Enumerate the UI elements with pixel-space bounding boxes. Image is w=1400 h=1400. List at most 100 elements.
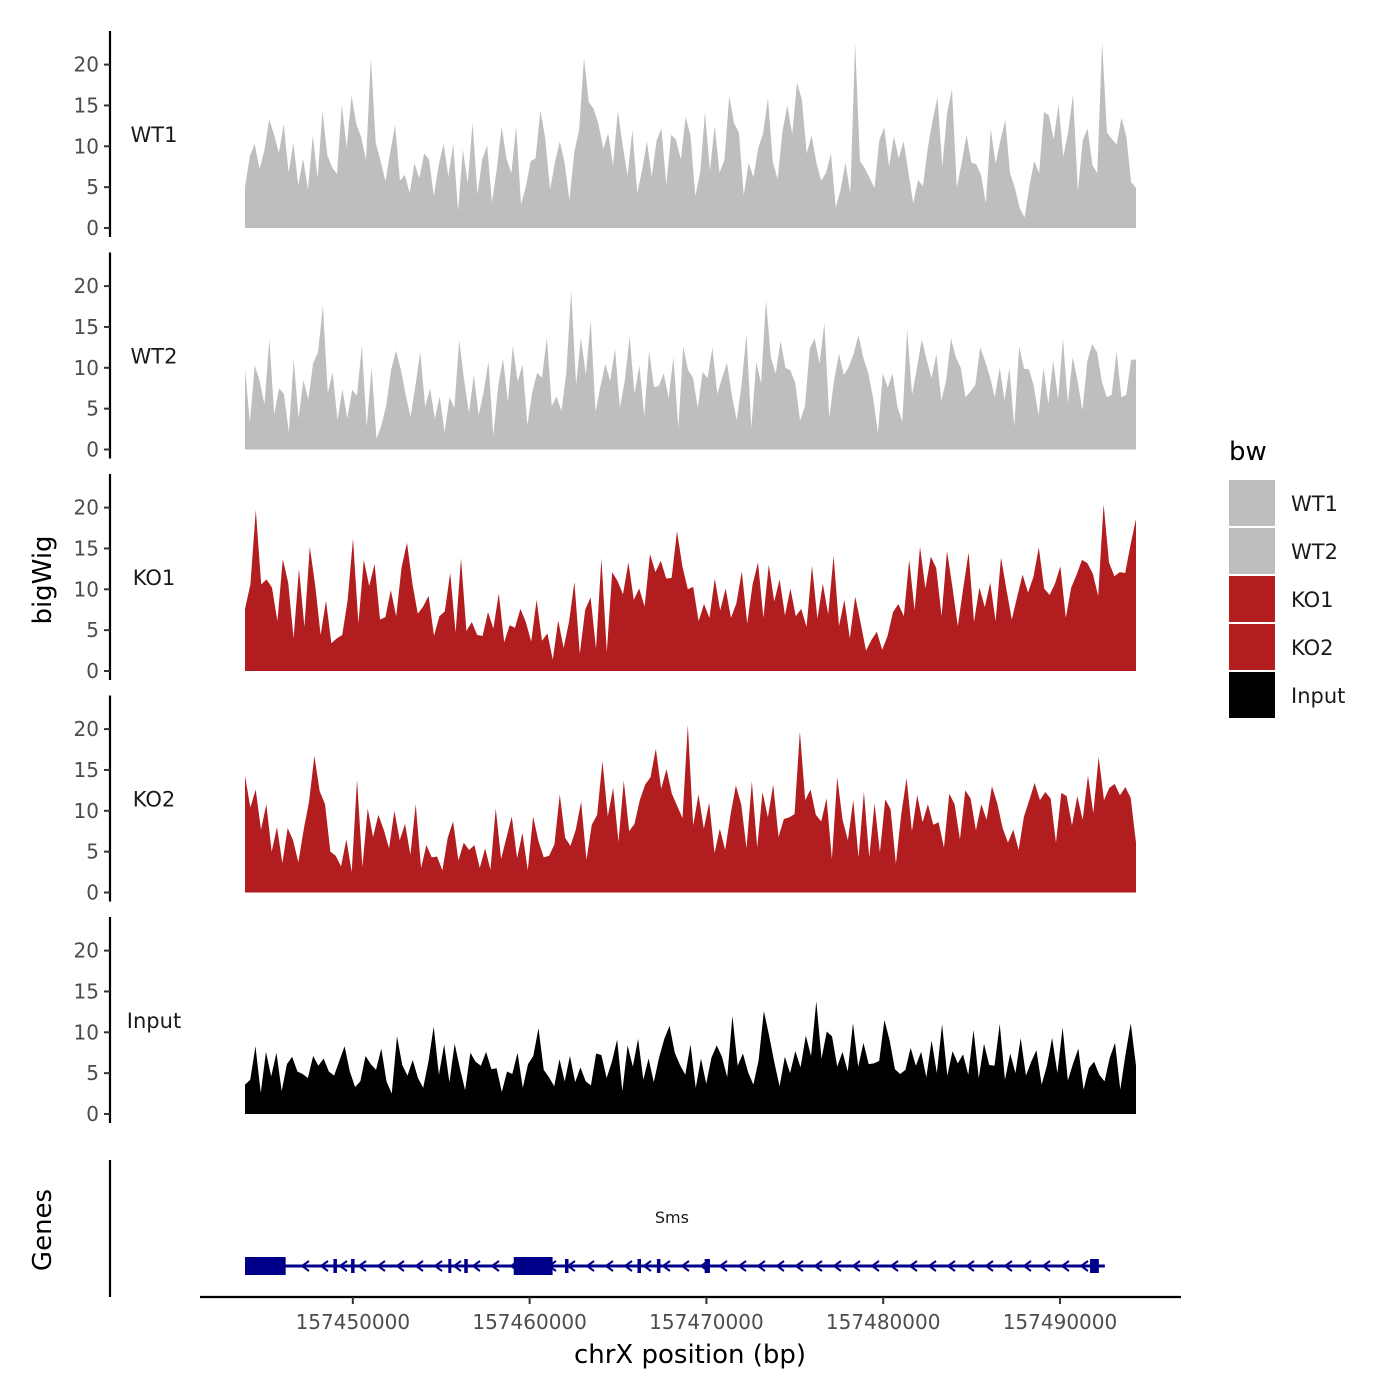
- legend-key-ko2: [1229, 624, 1275, 670]
- strand-arrow: [1079, 1260, 1089, 1272]
- coverage-tracks: 0 5 10 15 20 WT1 0 5 10 15 20 WT2 0 5 10 15 20 KO1 0 5 10 15 2…: [74, 31, 1136, 1126]
- y-tick-label: 15: [74, 536, 99, 560]
- strand-arrow: [1022, 1260, 1032, 1272]
- strand-arrow: [775, 1260, 785, 1272]
- y-tick-label: 20: [74, 717, 99, 741]
- y-tick-label: 5: [86, 1061, 99, 1085]
- strand-arrow: [1041, 1260, 1051, 1272]
- y-tick-label: 5: [86, 840, 99, 864]
- area-ko2: [245, 725, 1136, 893]
- strand-arrow: [471, 1260, 481, 1272]
- strand-arrow: [319, 1260, 329, 1272]
- strand-arrow: [300, 1260, 310, 1272]
- legend: bw WT1 WT2 KO1 KO2 Input: [1229, 437, 1345, 718]
- strand-arrow: [908, 1260, 918, 1272]
- strand-arrow: [357, 1260, 367, 1272]
- y-tick-label: 0: [86, 216, 99, 240]
- legend-title: bw: [1229, 437, 1267, 467]
- x-tick-label: 157490000: [1003, 1310, 1118, 1334]
- genes-panel: Sms: [108, 1160, 1105, 1297]
- strand-arrow: [1060, 1260, 1070, 1272]
- y-tick-label: 15: [74, 93, 99, 117]
- y-tick-label: 10: [74, 134, 99, 158]
- x-axis: 157450000 157460000 157470000 157480000 1574…: [200, 1295, 1181, 1334]
- gene-exon: [333, 1259, 337, 1273]
- gene-exon: [464, 1259, 468, 1273]
- strand-arrow: [490, 1260, 500, 1272]
- legend-label-ko2: KO2: [1291, 636, 1334, 660]
- y-tick-label: 5: [86, 618, 99, 642]
- strand-arrow: [395, 1260, 405, 1272]
- track-input: 0 5 10 15 20 Input: [74, 917, 1136, 1126]
- strand-arrow: [433, 1260, 443, 1272]
- legend-label-input: Input: [1291, 684, 1345, 708]
- strand-arrow: [889, 1260, 899, 1272]
- area-input: [245, 1001, 1136, 1114]
- y-tick-label: 10: [74, 1020, 99, 1044]
- strand-arrow: [813, 1260, 823, 1272]
- y-tick-label: 10: [74, 577, 99, 601]
- y-tick-label: 15: [74, 315, 99, 339]
- track-label-input: Input: [127, 1009, 181, 1033]
- x-axis-title: chrX position (bp): [574, 1340, 806, 1370]
- strand-arrow: [794, 1260, 804, 1272]
- gene-name-label: Sms: [655, 1208, 689, 1227]
- strand-arrow: [642, 1260, 652, 1272]
- strand-arrow: [718, 1260, 728, 1272]
- strand-arrow: [965, 1260, 975, 1272]
- y-tick-label: 0: [86, 438, 99, 462]
- gene-exon: [1090, 1259, 1099, 1273]
- strand-arrow: [338, 1260, 348, 1272]
- legend-key-wt2: [1229, 528, 1275, 574]
- y-tick-label: 0: [86, 1102, 99, 1126]
- y-tick-label: 10: [74, 356, 99, 380]
- strand-arrow: [870, 1260, 880, 1272]
- track-label-wt2: WT2: [131, 345, 178, 369]
- gene-exon: [564, 1259, 569, 1273]
- strand-arrow: [851, 1260, 861, 1272]
- y-tick-label: 0: [86, 881, 99, 905]
- strand-arrow: [756, 1260, 766, 1272]
- y-tick-label: 0: [86, 659, 99, 683]
- gene-exon: [637, 1259, 641, 1273]
- strand-arrow: [585, 1260, 595, 1272]
- legend-key-input: [1229, 672, 1275, 718]
- strand-arrow: [623, 1260, 633, 1272]
- y-tick-label: 5: [86, 175, 99, 199]
- x-tick-label: 157470000: [649, 1310, 764, 1334]
- strand-arrow: [604, 1260, 614, 1272]
- strand-arrow: [946, 1260, 956, 1272]
- y-tick-label: 20: [74, 939, 99, 963]
- strand-arrow: [414, 1260, 424, 1272]
- y-tick-label: 20: [74, 496, 99, 520]
- area-wt1: [245, 41, 1136, 228]
- x-tick-label: 157450000: [296, 1310, 411, 1334]
- genes-axis-title: Genes: [28, 1189, 58, 1271]
- legend-label-wt1: WT1: [1291, 492, 1338, 516]
- strand-arrow: [1003, 1260, 1013, 1272]
- strand-arrow: [984, 1260, 994, 1272]
- area-wt2: [245, 290, 1136, 450]
- gene-exon: [704, 1259, 710, 1273]
- track-wt1: 0 5 10 15 20 WT1: [74, 31, 1136, 240]
- track-label-ko1: KO1: [133, 566, 176, 590]
- gene-exon: [656, 1259, 661, 1273]
- strand-arrow: [452, 1260, 462, 1272]
- legend-key-wt1: [1229, 480, 1275, 526]
- x-tick-label: 157460000: [472, 1310, 587, 1334]
- x-tick-label: 157480000: [826, 1310, 941, 1334]
- y-tick-label: 20: [74, 274, 99, 298]
- y-tick-label: 15: [74, 979, 99, 1003]
- gene-exon: [513, 1257, 553, 1275]
- strand-arrow: [927, 1260, 937, 1272]
- track-wt2: 0 5 10 15 20 WT2: [74, 252, 1136, 462]
- area-ko1: [245, 504, 1136, 671]
- gene-exon: [245, 1257, 286, 1275]
- y-tick-label: 15: [74, 758, 99, 782]
- legend-label-ko1: KO1: [1291, 588, 1334, 612]
- y-tick-label: 20: [74, 53, 99, 77]
- y-tick-label: 10: [74, 799, 99, 823]
- strand-arrow: [376, 1260, 386, 1272]
- track-label-wt1: WT1: [131, 123, 178, 147]
